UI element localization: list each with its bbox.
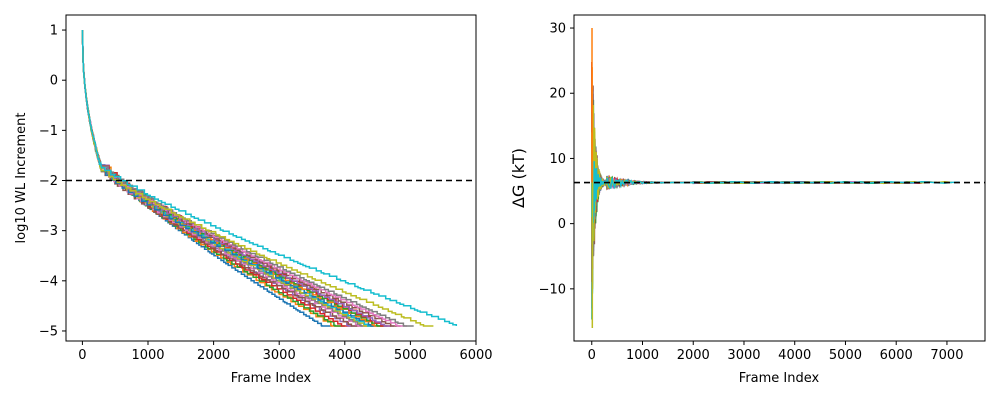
right-series-line-20 [591,161,960,242]
left-series-line-15 [81,29,394,327]
right-series-group [591,28,960,328]
left-y-tick-label: −4 [39,274,58,289]
right-series-line-1 [591,152,808,228]
right-x-tick-label: 5000 [829,348,862,363]
left-series-line-11 [81,29,381,327]
right-x-ticks: 0 1000 2000 3000 4000 5000 6000 7000 [588,341,963,363]
right-series-line-5 [591,87,861,309]
right-series-line-18 [591,91,937,284]
right-series-line-6 [591,136,869,208]
left-x-tick-label: 4000 [328,348,361,363]
right-plot-frame [573,14,986,342]
right-series-line-10 [591,111,899,320]
right-y-tick-label: 20 [549,87,566,102]
left-x-tick-label: 3000 [263,348,296,363]
left-series-line-8 [81,29,371,327]
left-y-tick-label: 1 [50,24,58,39]
right-y-ticks: 30 20 10 0 −10 [539,22,574,297]
left-series-line-17 [81,29,408,327]
right-y-tick-label: −10 [539,282,566,297]
chart-left: 0 1000 2000 3000 4000 5000 6000 1 0 −1 −2 −3 −4 −5 F… [14,14,493,386]
right-series-line-9 [591,90,892,234]
left-series-line-13 [81,29,388,327]
left-y-tick-label: 0 [50,74,58,89]
chart-right: 0 1000 2000 3000 4000 5000 6000 7000 30 20 10 0 −10… [509,14,986,386]
left-series-line-16 [81,29,401,327]
left-series-group [81,29,458,327]
right-series-line-7 [591,129,876,253]
left-plot-frame [65,14,477,342]
left-series-line-7 [81,29,368,327]
right-x-tick-label: 4000 [778,348,811,363]
left-series-line-12 [81,29,385,327]
left-y-ticks: 1 0 −1 −2 −3 −4 −5 [39,24,66,339]
left-x-tick-label: 5000 [394,348,427,363]
left-series-line-20 [81,29,458,326]
left-x-axis-label: Frame Index [231,371,312,386]
right-x-tick-label: 3000 [727,348,760,363]
left-series-line-10 [81,29,378,327]
right-y-tick-label: 30 [549,22,566,37]
right-x-axis-label: Frame Index [739,371,820,386]
left-y-tick-label: −3 [39,224,58,239]
left-series-line-18 [81,29,414,327]
right-series-line-15 [591,137,922,242]
right-series-line-11 [591,150,907,235]
left-y-axis-label: log10 WL Increment [14,113,29,244]
right-series-line-13 [591,93,915,243]
left-series-line-19 [81,29,434,327]
left-x-tick-label: 1000 [131,348,164,363]
right-y-axis-label: ΔG (kT) [509,148,528,208]
left-y-tick-label: −2 [39,174,58,189]
left-x-tick-label: 6000 [459,348,492,363]
left-y-tick-label: −1 [39,124,58,139]
right-series-line-4 [591,102,846,295]
left-x-ticks: 0 1000 2000 3000 4000 5000 6000 [78,341,493,363]
right-x-tick-label: 6000 [880,348,913,363]
right-x-tick-label: 2000 [677,348,710,363]
right-series-line-2 [591,138,823,233]
right-series-line-17 [591,148,937,205]
right-y-tick-label: 10 [549,152,566,167]
left-y-tick-label: −5 [39,324,58,339]
right-series-line-19 [591,104,953,245]
left-series-line-9 [81,29,375,327]
right-x-tick-label: 7000 [930,348,963,363]
left-series-line-5 [81,29,358,327]
left-x-tick-label: 0 [78,348,86,363]
right-series-line-14 [591,61,922,250]
left-series-line-6 [81,29,362,327]
left-series-line-14 [81,29,391,327]
right-x-tick-label: 1000 [626,348,659,363]
right-y-tick-label: 0 [558,217,566,232]
right-x-tick-label: 0 [588,348,596,363]
left-x-tick-label: 2000 [197,348,230,363]
